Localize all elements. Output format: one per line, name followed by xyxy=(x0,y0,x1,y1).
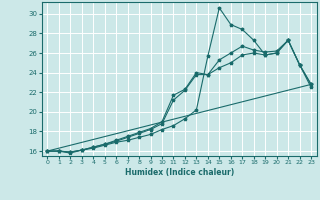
X-axis label: Humidex (Indice chaleur): Humidex (Indice chaleur) xyxy=(124,168,234,177)
